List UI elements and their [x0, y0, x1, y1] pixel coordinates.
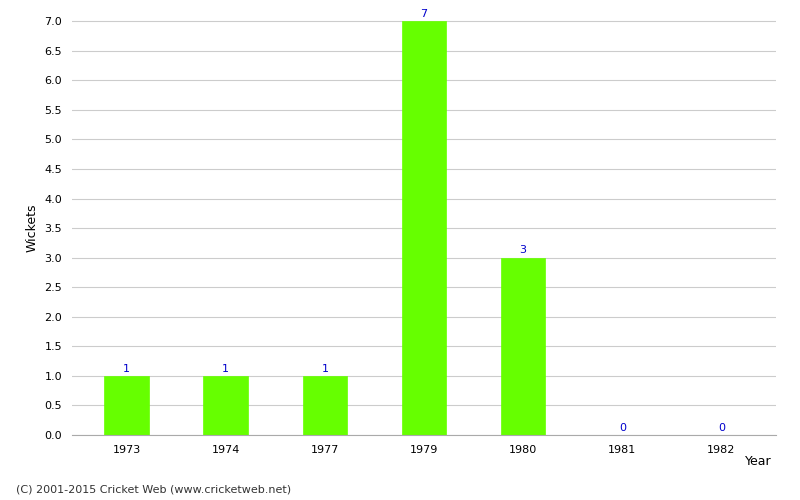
Bar	[203, 376, 248, 435]
Text: (C) 2001-2015 Cricket Web (www.cricketweb.net): (C) 2001-2015 Cricket Web (www.cricketwe…	[16, 485, 291, 495]
Bar	[104, 376, 149, 435]
Text: 1: 1	[322, 364, 328, 374]
Text: 0: 0	[718, 422, 725, 432]
Bar	[302, 376, 347, 435]
Text: 1: 1	[222, 364, 229, 374]
Y-axis label: Wickets: Wickets	[26, 203, 39, 252]
Text: Year: Year	[746, 455, 772, 468]
Text: 3: 3	[520, 246, 526, 256]
Bar	[501, 258, 546, 435]
Bar	[402, 21, 446, 435]
Text: 1: 1	[123, 364, 130, 374]
Text: 7: 7	[421, 9, 427, 19]
Text: 0: 0	[619, 422, 626, 432]
